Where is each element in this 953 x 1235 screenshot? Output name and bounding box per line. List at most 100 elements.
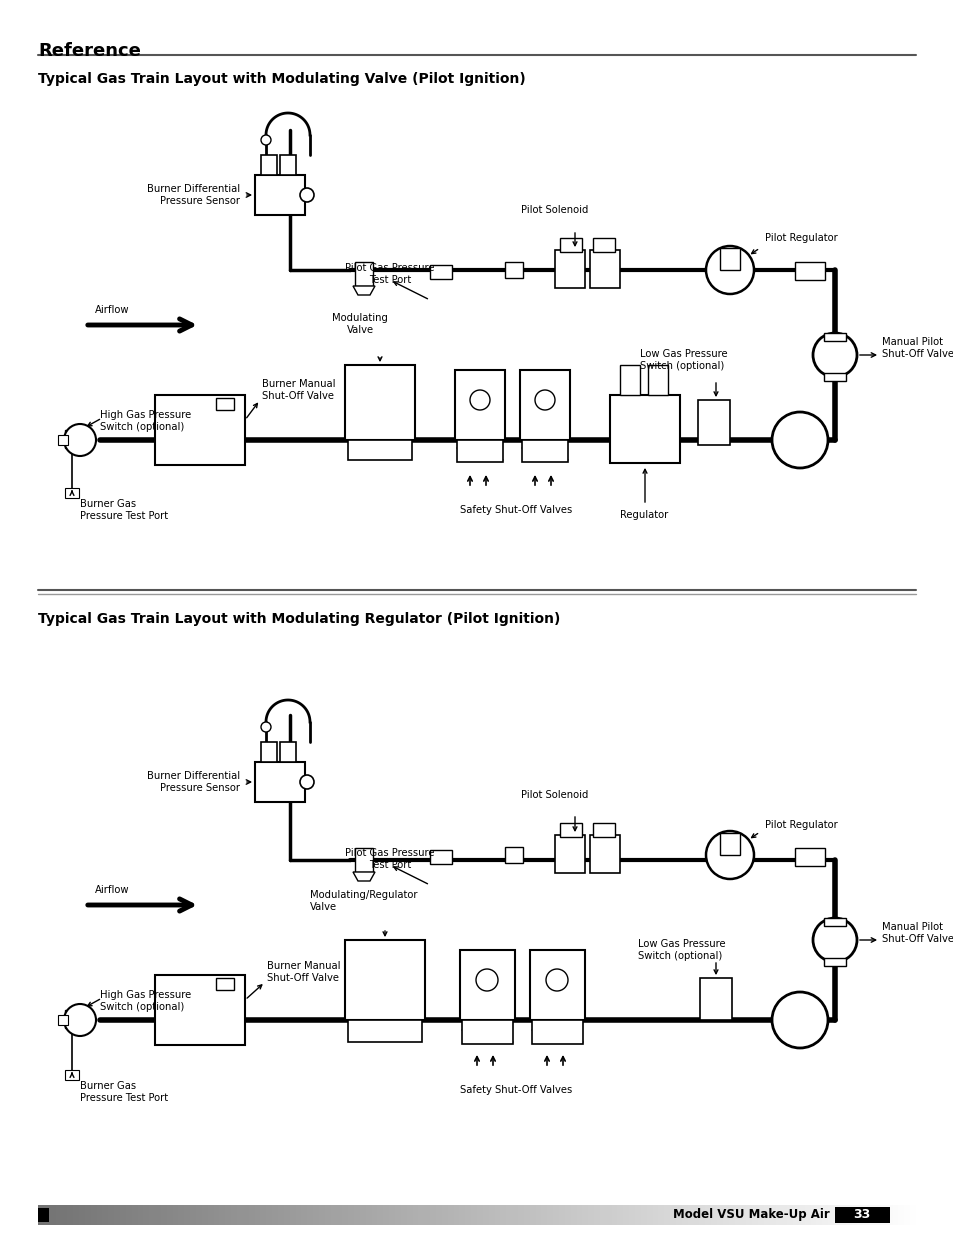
Text: Modulating/Regulator
Valve: Modulating/Regulator Valve	[310, 890, 417, 911]
Bar	[794, 848, 824, 866]
Bar	[436, 1205, 441, 1225]
Bar	[154, 974, 245, 1045]
Text: Pilot Solenoid: Pilot Solenoid	[520, 790, 588, 800]
Bar	[576, 1205, 581, 1225]
Bar	[663, 1205, 669, 1225]
Bar	[823, 918, 845, 926]
Bar	[260, 1205, 266, 1225]
Circle shape	[261, 135, 271, 144]
Bar	[318, 1205, 324, 1225]
Text: Airflow: Airflow	[95, 885, 130, 895]
Bar	[530, 950, 584, 1020]
Bar	[261, 156, 276, 175]
Text: Safety Shut-Off Valves: Safety Shut-Off Valves	[459, 505, 572, 515]
Bar	[693, 1205, 699, 1225]
Bar	[254, 175, 305, 215]
Bar	[609, 395, 679, 463]
Bar	[154, 395, 245, 466]
Bar	[91, 1205, 96, 1225]
Bar	[504, 262, 522, 278]
Bar	[313, 1205, 318, 1225]
Circle shape	[299, 188, 314, 203]
Bar	[441, 1205, 447, 1225]
Bar	[857, 1205, 862, 1225]
Text: Manual Pilot
Shut-Off Valve: Manual Pilot Shut-Off Valve	[882, 923, 953, 944]
Bar	[424, 1205, 430, 1225]
Bar	[178, 1205, 184, 1225]
Bar	[342, 1205, 348, 1225]
Bar	[96, 1205, 102, 1225]
Bar	[506, 1205, 512, 1225]
Bar	[395, 1205, 400, 1225]
Bar	[589, 249, 619, 288]
Bar	[455, 370, 504, 440]
Circle shape	[535, 390, 555, 410]
Bar	[834, 1207, 889, 1223]
Text: Pilot Regulator: Pilot Regulator	[764, 233, 837, 243]
Circle shape	[812, 918, 856, 962]
Bar	[102, 1205, 108, 1225]
Text: High Gas Pressure
Switch (optional): High Gas Pressure Switch (optional)	[100, 990, 191, 1011]
Bar	[383, 1205, 389, 1225]
Bar	[161, 1205, 167, 1225]
Bar	[669, 1205, 676, 1225]
Text: Burner Manual
Shut-Off Valve: Burner Manual Shut-Off Valve	[267, 961, 340, 983]
Text: Burner Differential
Pressure Sensor: Burner Differential Pressure Sensor	[147, 771, 240, 793]
Bar	[500, 1205, 506, 1225]
Bar	[172, 1205, 178, 1225]
Bar	[717, 1205, 722, 1225]
Bar	[745, 1205, 751, 1225]
Bar	[647, 366, 667, 395]
Bar	[868, 1205, 874, 1225]
Bar	[195, 1205, 202, 1225]
Bar	[465, 1205, 471, 1225]
Bar	[114, 1205, 120, 1225]
Bar	[512, 1205, 517, 1225]
Text: Burner Gas
Pressure Test Port: Burner Gas Pressure Test Port	[80, 1081, 168, 1103]
Bar	[295, 1205, 301, 1225]
Bar	[149, 1205, 155, 1225]
Bar	[523, 1205, 529, 1225]
Bar	[622, 1205, 629, 1225]
Bar	[558, 1205, 564, 1225]
Bar	[652, 1205, 658, 1225]
Bar	[862, 1205, 868, 1225]
Circle shape	[261, 722, 271, 732]
Bar	[389, 1205, 395, 1225]
Bar	[611, 1205, 617, 1225]
Bar	[722, 1205, 728, 1225]
Bar	[44, 1205, 50, 1225]
Bar	[453, 1205, 459, 1225]
Bar	[307, 1205, 313, 1225]
Bar	[284, 1205, 290, 1225]
Circle shape	[470, 390, 490, 410]
Bar	[532, 1020, 582, 1044]
Text: Reference: Reference	[38, 42, 141, 61]
Text: Pilot Regulator: Pilot Regulator	[764, 820, 837, 830]
Bar	[331, 1205, 336, 1225]
Bar	[676, 1205, 681, 1225]
Bar	[471, 1205, 476, 1225]
Bar	[540, 1205, 547, 1225]
Circle shape	[771, 412, 827, 468]
Bar	[215, 398, 233, 410]
Bar	[447, 1205, 453, 1225]
Bar	[547, 1205, 553, 1225]
Bar	[555, 835, 584, 873]
Bar	[348, 440, 412, 459]
Bar	[215, 978, 233, 990]
Bar	[758, 1205, 763, 1225]
Bar	[839, 1205, 845, 1225]
Bar	[775, 1205, 781, 1225]
Bar	[61, 1205, 68, 1225]
Bar	[589, 835, 619, 873]
Bar	[833, 1205, 839, 1225]
Bar	[38, 1205, 44, 1225]
Bar	[885, 1205, 892, 1225]
Bar	[529, 1205, 535, 1225]
Bar	[208, 1205, 213, 1225]
Bar	[85, 1205, 91, 1225]
Bar	[903, 1205, 909, 1225]
Bar	[58, 1015, 68, 1025]
Bar	[143, 1205, 149, 1225]
